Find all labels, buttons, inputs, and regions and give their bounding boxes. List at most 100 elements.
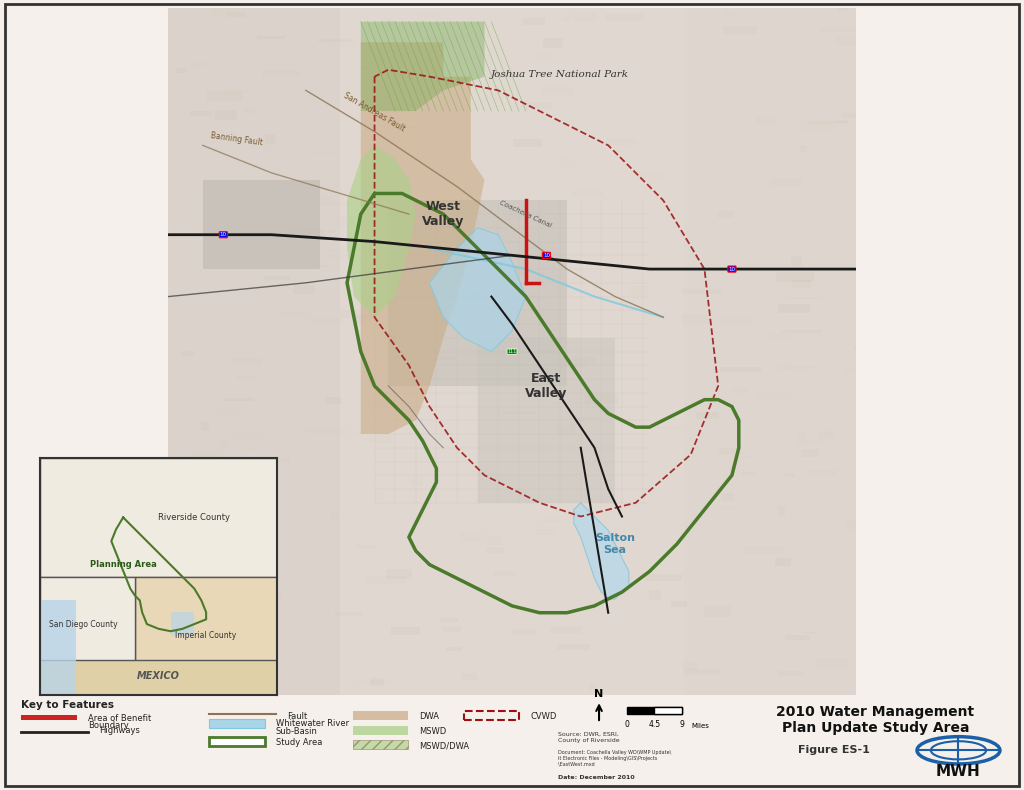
Text: Figure ES-1: Figure ES-1: [798, 745, 870, 755]
Polygon shape: [718, 448, 741, 455]
Polygon shape: [309, 151, 337, 154]
Polygon shape: [771, 179, 802, 186]
Polygon shape: [327, 231, 335, 233]
Text: Sub-Basin: Sub-Basin: [275, 727, 317, 735]
Polygon shape: [238, 376, 255, 379]
Polygon shape: [201, 578, 232, 581]
Polygon shape: [838, 2, 847, 11]
Polygon shape: [853, 348, 881, 350]
Polygon shape: [328, 40, 356, 47]
Polygon shape: [681, 289, 721, 294]
Polygon shape: [682, 662, 697, 670]
Bar: [209, 719, 264, 728]
Polygon shape: [314, 596, 323, 601]
Polygon shape: [628, 286, 648, 296]
Polygon shape: [226, 12, 247, 17]
Polygon shape: [573, 357, 595, 365]
Polygon shape: [286, 229, 325, 235]
Polygon shape: [265, 134, 274, 144]
Polygon shape: [420, 357, 456, 360]
Polygon shape: [203, 179, 319, 269]
Text: Highways: Highways: [98, 726, 139, 735]
Text: Coachella Canal: Coachella Canal: [499, 200, 553, 229]
Polygon shape: [800, 145, 808, 152]
Polygon shape: [705, 607, 730, 617]
Text: 10: 10: [543, 253, 550, 258]
Polygon shape: [784, 634, 810, 640]
Polygon shape: [446, 294, 479, 303]
Polygon shape: [201, 504, 208, 510]
Polygon shape: [503, 412, 536, 414]
Polygon shape: [347, 145, 416, 317]
Polygon shape: [573, 502, 629, 599]
Polygon shape: [219, 440, 230, 449]
Polygon shape: [846, 521, 876, 529]
Polygon shape: [500, 354, 510, 356]
Polygon shape: [215, 111, 238, 120]
Polygon shape: [795, 122, 834, 130]
Polygon shape: [251, 458, 290, 463]
Polygon shape: [360, 42, 484, 434]
Text: N: N: [594, 689, 604, 698]
Polygon shape: [191, 450, 220, 458]
Polygon shape: [621, 299, 631, 305]
Polygon shape: [499, 351, 532, 354]
Polygon shape: [429, 228, 525, 352]
Polygon shape: [189, 111, 212, 116]
Bar: [353, 726, 409, 735]
Polygon shape: [181, 351, 194, 356]
Polygon shape: [684, 669, 720, 674]
Polygon shape: [168, 8, 340, 695]
Polygon shape: [190, 496, 212, 503]
Text: MSWD: MSWD: [420, 727, 446, 735]
Polygon shape: [537, 529, 555, 535]
Polygon shape: [725, 9, 737, 17]
Polygon shape: [544, 38, 563, 48]
Polygon shape: [355, 679, 394, 683]
Text: Salton
Sea: Salton Sea: [595, 533, 635, 555]
Polygon shape: [557, 644, 590, 650]
Polygon shape: [245, 108, 256, 114]
Text: 111: 111: [507, 349, 517, 354]
Polygon shape: [841, 113, 878, 118]
Polygon shape: [494, 571, 515, 576]
Text: Area of Benefit: Area of Benefit: [88, 714, 151, 723]
Polygon shape: [318, 40, 352, 43]
Polygon shape: [516, 265, 523, 275]
Polygon shape: [412, 284, 421, 294]
Text: Fault: Fault: [287, 712, 307, 721]
Polygon shape: [570, 416, 601, 420]
Polygon shape: [461, 673, 477, 679]
Bar: [353, 740, 409, 750]
Polygon shape: [40, 577, 135, 695]
Polygon shape: [742, 472, 756, 475]
Polygon shape: [375, 492, 383, 499]
Bar: [209, 736, 264, 746]
Polygon shape: [721, 317, 751, 325]
Polygon shape: [340, 310, 372, 318]
Polygon shape: [527, 247, 557, 252]
Polygon shape: [450, 311, 472, 316]
Polygon shape: [671, 600, 687, 608]
Polygon shape: [720, 367, 761, 372]
Polygon shape: [729, 388, 750, 393]
Polygon shape: [279, 310, 309, 318]
Text: 10: 10: [220, 232, 227, 237]
Polygon shape: [40, 600, 76, 695]
Polygon shape: [442, 626, 461, 632]
Polygon shape: [399, 126, 419, 128]
Polygon shape: [257, 36, 285, 40]
Polygon shape: [556, 425, 574, 435]
Polygon shape: [606, 14, 644, 21]
Polygon shape: [809, 470, 837, 475]
Polygon shape: [262, 70, 299, 77]
Polygon shape: [445, 646, 462, 651]
Text: Whitewater River: Whitewater River: [275, 720, 349, 728]
Polygon shape: [220, 577, 234, 581]
Text: CVWD: CVWD: [530, 712, 556, 721]
Polygon shape: [778, 363, 790, 371]
Text: San Diego County: San Diego County: [48, 619, 117, 629]
Polygon shape: [316, 265, 327, 267]
Polygon shape: [586, 394, 617, 404]
Polygon shape: [793, 280, 811, 288]
